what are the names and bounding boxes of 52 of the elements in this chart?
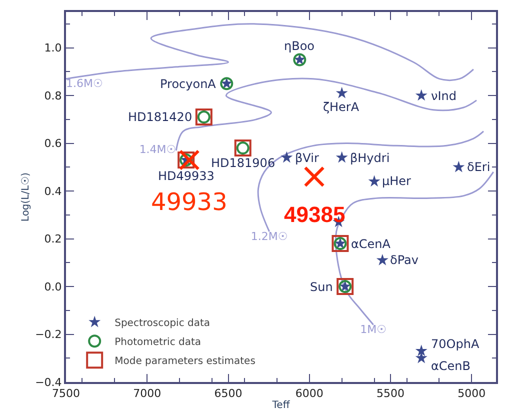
x-tick-label: 6000 (295, 387, 324, 400)
y-tick-label: −0.2 (35, 328, 62, 342)
x-tick-label: 7000 (133, 387, 162, 400)
annotation: δPav (390, 253, 418, 267)
x-tick-label: 5000 (458, 387, 486, 400)
y-tick-label: 0.2 (44, 232, 62, 246)
point (336, 151, 348, 163)
annotation: Sun (310, 280, 333, 294)
legend-label: Mode parameters estimates (114, 356, 256, 367)
annotation: αCenA (351, 237, 392, 251)
annotation: 49385 (284, 202, 346, 227)
y-tick-label: 0.6 (44, 137, 62, 150)
annotation: HD181906 (211, 156, 276, 170)
point (178, 150, 200, 170)
point (304, 166, 325, 188)
point (415, 344, 428, 356)
y-axis-title: Log(L/L☉) (20, 172, 32, 222)
annotation: βVir (295, 151, 319, 165)
series-label: 1.4M☉ (139, 143, 176, 156)
point (376, 254, 388, 266)
annotation: HD49933 (158, 169, 214, 183)
x-tick-label: 7500 (52, 387, 80, 400)
point (336, 86, 348, 98)
annotation: ProcyonA (160, 77, 217, 91)
y-tick-label: 1.0 (44, 42, 62, 55)
legend-label: Photometric data (114, 337, 202, 348)
series-label: 1.2M☉ (250, 230, 288, 243)
annotation: 70OphA (431, 337, 480, 351)
annotation: μHer (382, 174, 412, 188)
legend-label: Spectroscopic data (114, 318, 210, 329)
annotation: δEri (467, 160, 490, 174)
annotation: 49933 (151, 188, 228, 216)
y-tick-label: 0.4 (44, 184, 62, 198)
annotation: νInd (431, 89, 456, 103)
point (415, 352, 428, 364)
annotation: βHydri (350, 151, 390, 165)
point (452, 160, 465, 172)
series-label: 1.6M☉ (66, 77, 103, 90)
point (415, 89, 428, 101)
y-tick-label: −0.4 (35, 376, 62, 389)
annotation: αCenB (431, 359, 471, 373)
annotation: ηBoo (284, 39, 315, 53)
annotation: HD181420 (128, 110, 192, 124)
y-tick-label: 0.0 (44, 280, 62, 294)
y-tick-label: 0.8 (44, 89, 62, 102)
point (368, 175, 380, 187)
x-tick-label: 5500 (376, 387, 405, 400)
x-tick-label: 6500 (214, 387, 242, 400)
series-label: 1M☉ (360, 322, 387, 336)
x-axis-title: Teff (271, 400, 291, 412)
point (280, 151, 293, 163)
annotation: ζHerA (323, 100, 360, 114)
